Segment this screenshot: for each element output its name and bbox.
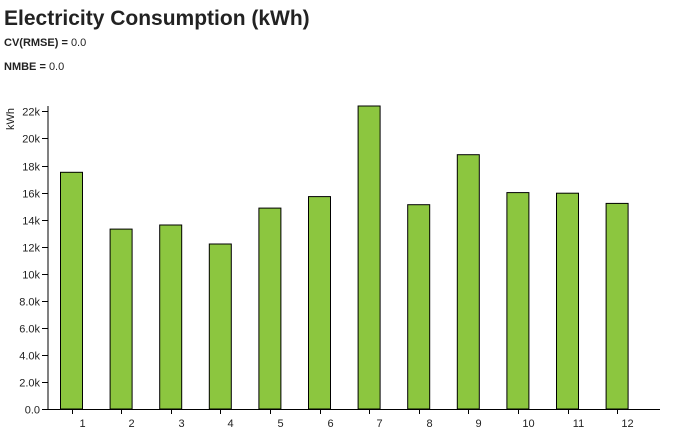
y-tick-label: 4.0k — [19, 351, 40, 363]
y-tick-label: 8.0k — [19, 297, 40, 309]
bar-month-2 — [109, 228, 133, 410]
x-tick-label: 2 — [128, 418, 134, 430]
x-tick-label: 1 — [79, 418, 85, 430]
y-tick-label: 16k — [22, 189, 40, 201]
y-tick-label: 0.0 — [25, 405, 40, 417]
y-tick-label: 22k — [22, 107, 40, 119]
x-tick-label: 10 — [522, 418, 534, 430]
x-tick-label: 11 — [573, 418, 584, 430]
y-tick-label: 2.0k — [19, 378, 40, 390]
cv-rmse-label: CV(RMSE) = — [4, 37, 68, 49]
y-axis-title: kWh — [5, 108, 17, 130]
x-tick-label: 5 — [277, 418, 283, 430]
nmbe-value: 0.0 — [48, 61, 65, 73]
bar-month-8 — [407, 204, 431, 410]
y-tick-label: 20k — [22, 134, 40, 146]
y-tick-label: 12k — [22, 243, 40, 255]
bar-month-11 — [556, 192, 579, 410]
y-tick-label: 18k — [22, 162, 40, 174]
y-tick-label: 10k — [22, 270, 40, 282]
bar-month-12 — [605, 202, 629, 410]
bar-month-7 — [357, 105, 381, 410]
cv-rmse-metric: CV(RMSE) = 0.0 — [4, 37, 664, 50]
bar-month-6 — [308, 196, 331, 410]
x-tick-label: 8 — [426, 418, 432, 430]
bar-month-3 — [159, 224, 183, 410]
x-tick-label: 9 — [475, 418, 481, 430]
bar-month-5 — [258, 207, 282, 410]
nmbe-metric: NMBE = 0.0 — [4, 61, 664, 74]
x-tick-label: 4 — [227, 418, 233, 430]
y-axis: 0.0 2.0k 4.0k 6.0k 8.0k 10k 12k 14k 16k 18k 20k 22k — [19, 106, 49, 417]
bar-month-10 — [506, 192, 530, 410]
chart-title: Electricity Consumption (kWh) — [4, 7, 310, 30]
x-tick-label: 12 — [621, 418, 633, 430]
bar-month-4 — [208, 243, 232, 410]
x-tick-label: 7 — [376, 418, 382, 430]
y-tick-label: 6.0k — [19, 324, 40, 336]
bar-month-1 — [60, 171, 83, 410]
x-axis: 1 2 3 4 5 6 7 8 9 10 11 12 — [48, 409, 660, 430]
nmbe-label: NMBE = — [4, 61, 46, 73]
x-tick-label: 6 — [327, 418, 333, 430]
chart-header: Electricity Consumption (kWh) CV(RMSE) =… — [4, 6, 664, 74]
cv-rmse-value: 0.0 — [70, 37, 87, 49]
bar-month-9 — [456, 154, 480, 410]
bars — [60, 105, 629, 410]
y-tick-label: 14k — [22, 216, 40, 228]
x-tick-label: 3 — [178, 418, 184, 430]
